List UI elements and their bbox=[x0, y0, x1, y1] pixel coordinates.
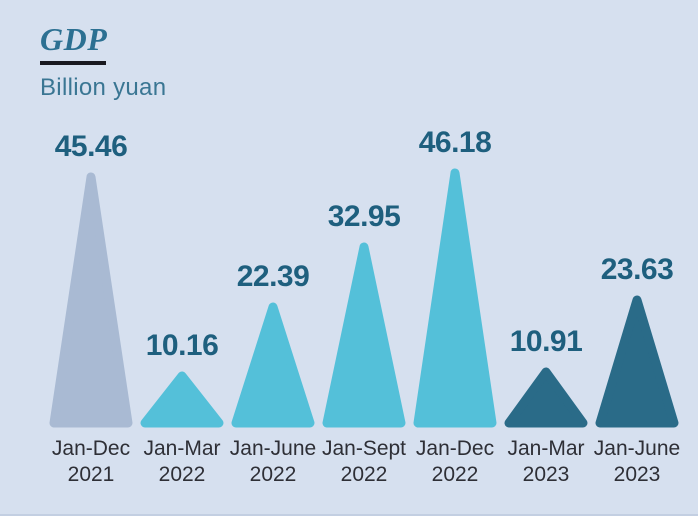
x-axis-label-year: 2021 bbox=[67, 463, 115, 486]
x-axis-label-period: Jan-Dec bbox=[415, 437, 495, 460]
x-axis-label-year: 2022 bbox=[249, 463, 297, 486]
x-axis-label: Jan-June 2023 bbox=[577, 436, 697, 488]
value-label: 10.16 bbox=[145, 329, 219, 362]
value-label: 32.95 bbox=[327, 200, 401, 233]
x-axis-label-period: Jan-Mar bbox=[507, 437, 585, 460]
value-label: 45.46 bbox=[54, 130, 128, 163]
triangle-marker bbox=[413, 168, 497, 428]
title-underline bbox=[40, 61, 106, 65]
x-axis-label: Jan-Dec 2021 bbox=[31, 436, 151, 488]
triangle-marker bbox=[231, 302, 315, 428]
value-label: 22.39 bbox=[236, 260, 310, 293]
chart-subtitle: Billion yuan bbox=[40, 74, 167, 101]
triangle-marker bbox=[322, 242, 406, 428]
triangle-marker bbox=[140, 371, 224, 428]
value-label: 10.91 bbox=[509, 325, 583, 358]
chart-header: GDP Billion yuan bbox=[40, 22, 166, 102]
triangle-marker bbox=[595, 295, 679, 428]
x-axis-label-period: Jan-Sept bbox=[321, 437, 407, 460]
x-axis-label: Jan-Sept 2022 bbox=[304, 436, 424, 488]
x-axis-label: Jan-June 2022 bbox=[213, 436, 333, 488]
triangle-marker bbox=[504, 367, 588, 428]
x-axis-label: Jan-Mar 2023 bbox=[486, 436, 606, 488]
x-axis-label-year: 2023 bbox=[522, 463, 570, 486]
value-label: 23.63 bbox=[600, 253, 674, 286]
chart-title: GDP bbox=[40, 21, 108, 57]
x-axis-label-period: Jan-June bbox=[593, 437, 681, 460]
x-axis-label-period: Jan-June bbox=[229, 437, 317, 460]
x-axis-label-year: 2023 bbox=[613, 463, 661, 486]
x-axis-label: Jan-Dec 2022 bbox=[395, 436, 515, 488]
value-label: 46.18 bbox=[418, 126, 492, 159]
triangle-marker bbox=[49, 172, 133, 428]
x-axis-label-year: 2022 bbox=[158, 463, 206, 486]
x-axis-label-year: 2022 bbox=[431, 463, 479, 486]
x-axis-label-period: Jan-Dec bbox=[51, 437, 131, 460]
x-axis-label-period: Jan-Mar bbox=[143, 437, 221, 460]
x-axis-label-year: 2022 bbox=[340, 463, 388, 486]
bottom-edge bbox=[0, 514, 698, 516]
x-axis-label: Jan-Mar 2022 bbox=[122, 436, 242, 488]
